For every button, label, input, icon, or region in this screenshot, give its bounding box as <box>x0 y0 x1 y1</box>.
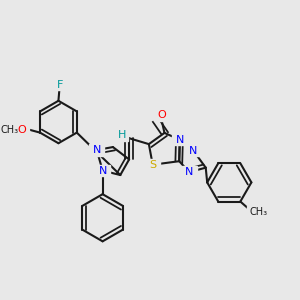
Text: F: F <box>57 80 63 90</box>
Text: CH₃: CH₃ <box>0 125 18 135</box>
Bar <box>14 124 29 135</box>
Bar <box>0 124 20 136</box>
Text: O: O <box>17 125 26 135</box>
Text: N: N <box>92 145 101 155</box>
Bar <box>186 145 201 156</box>
Bar <box>89 144 104 156</box>
Bar <box>172 134 187 145</box>
Text: N: N <box>185 167 194 177</box>
Bar <box>54 79 66 90</box>
Bar <box>95 165 110 176</box>
Bar <box>182 167 196 178</box>
Text: O: O <box>157 110 166 120</box>
Bar <box>247 206 269 218</box>
Bar <box>145 159 160 171</box>
Text: H: H <box>118 130 126 140</box>
Text: N: N <box>176 135 184 145</box>
Text: N: N <box>98 166 107 176</box>
Bar <box>154 109 169 121</box>
Text: N: N <box>189 146 197 156</box>
Text: CH₃: CH₃ <box>250 207 268 217</box>
Bar <box>116 130 128 141</box>
Text: S: S <box>149 160 156 170</box>
